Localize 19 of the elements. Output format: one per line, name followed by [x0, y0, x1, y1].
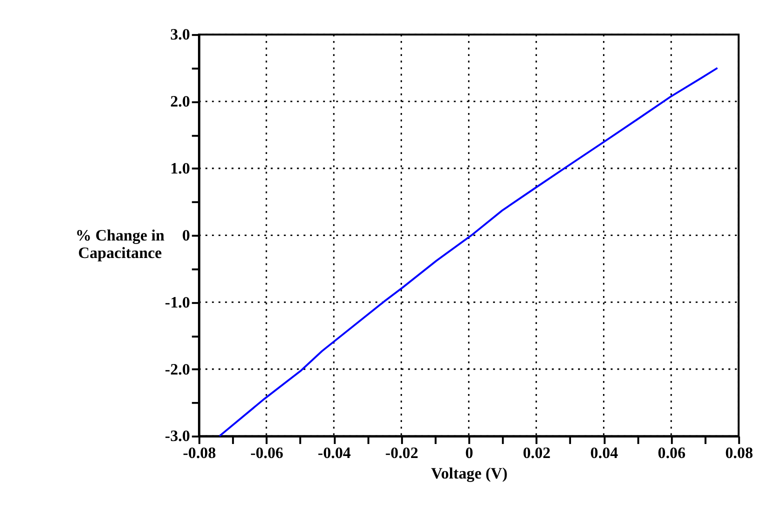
y-tick-label: -2.0: [164, 361, 190, 378]
x-tick-label: 0: [465, 445, 474, 462]
y-tick-label: -1.0: [164, 294, 190, 312]
x-tick-label: 0.08: [725, 445, 754, 462]
y-tick-label: 1.0: [170, 160, 190, 178]
line-series: [218, 67, 718, 437]
x-tick-label: 0.06: [658, 445, 686, 462]
y-tick-label: 0: [182, 227, 190, 244]
y-tick-label: 3.0: [170, 26, 190, 44]
x-axis-title: Voltage (V): [430, 466, 508, 483]
x-tick-label: 0.04: [590, 445, 618, 462]
x-tick-label: -0.02: [385, 445, 418, 462]
x-tick-label: -0.06: [250, 445, 284, 462]
x-tick-label: -0.08: [182, 445, 216, 462]
y-tick-label: 2.0: [170, 94, 190, 111]
y-tick-label: -3.0: [164, 428, 190, 446]
x-tick-label: -0.04: [318, 445, 351, 462]
y-axis-title: % Change in Capacitance: [75, 227, 165, 262]
x-tick-label: 0.02: [522, 445, 551, 462]
